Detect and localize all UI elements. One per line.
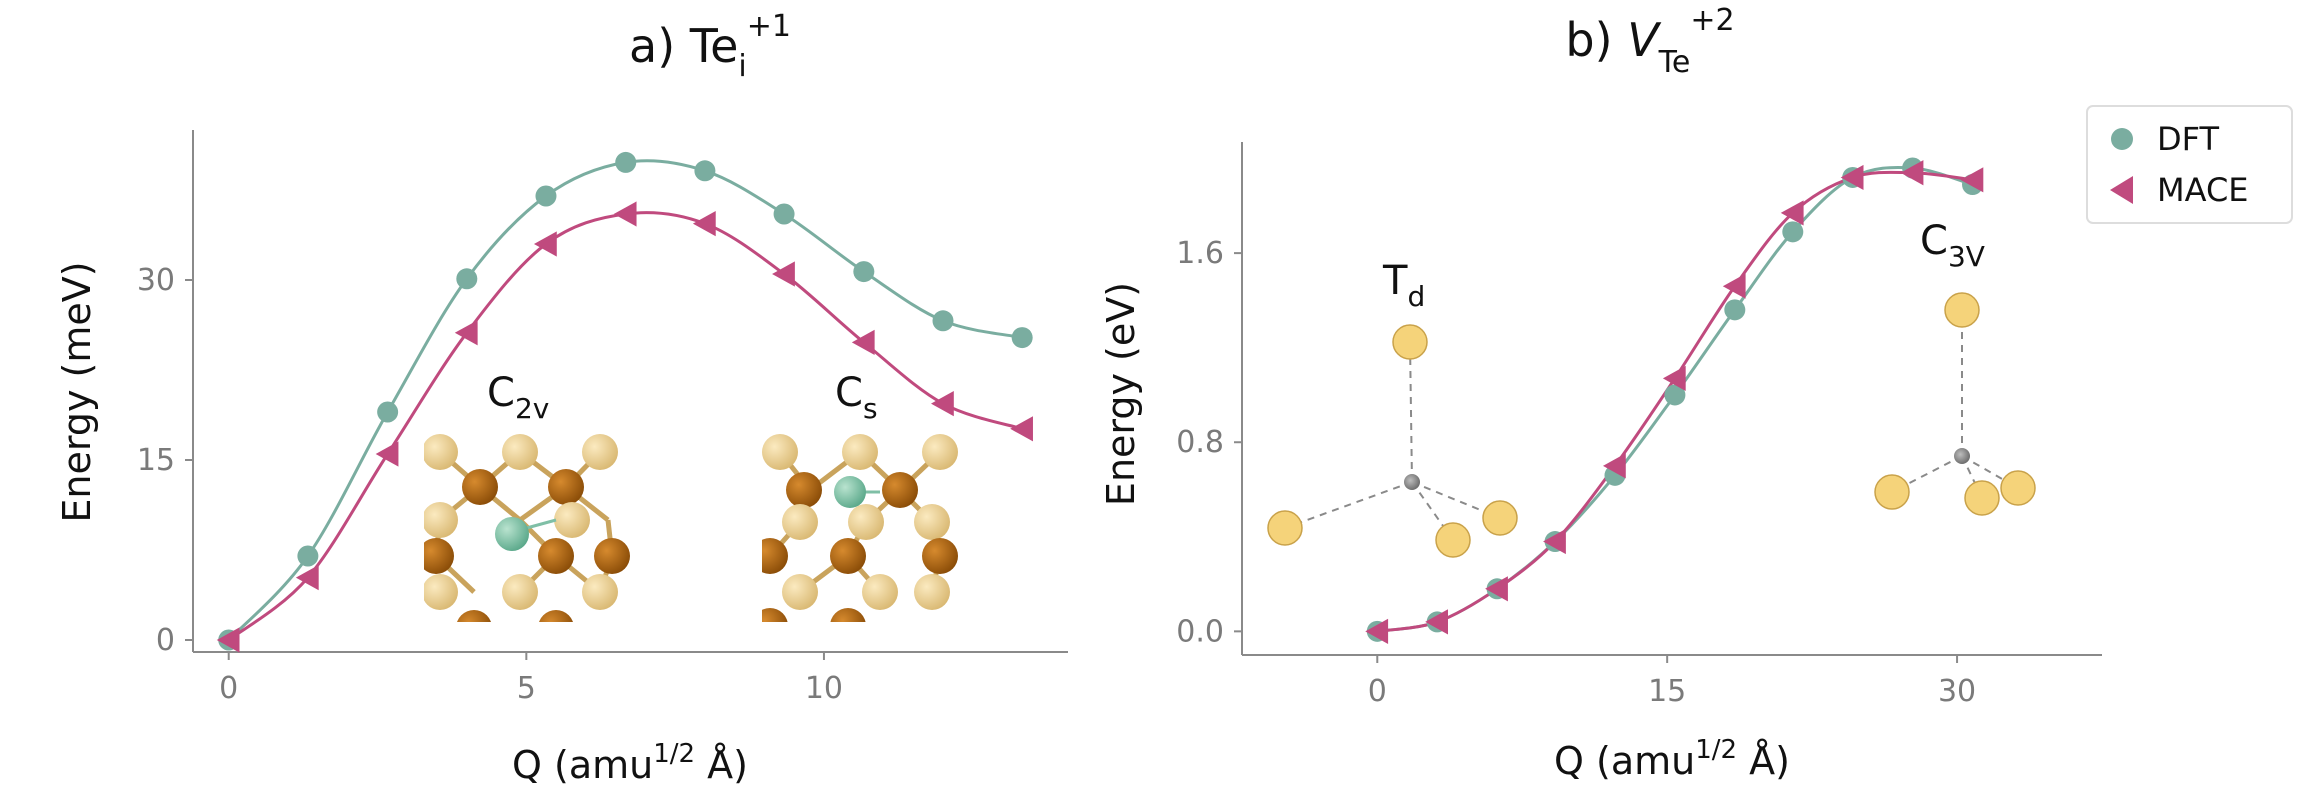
panel-b-dft-point — [1782, 221, 1804, 243]
panel-a-dft-point — [932, 310, 954, 332]
c2v-structure-image — [424, 434, 630, 622]
panel-a-dft-point — [773, 203, 795, 225]
panel-b-ytick-label: 0.8 — [1176, 425, 1224, 460]
panel-a-curves — [227, 159, 1023, 642]
panel-b-mace-point — [1840, 164, 1864, 191]
legend-dft-marker — [2111, 128, 2133, 150]
panel-b-mace-point — [1662, 365, 1686, 392]
panel-b-mace-point — [1485, 576, 1508, 602]
panel-b-td-label: Td — [1382, 258, 1425, 313]
panel-b-mace-point — [1900, 160, 1924, 186]
panel-b-dft-point — [1664, 384, 1686, 406]
panel-a-mace-point — [454, 320, 478, 346]
panel-a-ytick-label: 30 — [137, 263, 175, 298]
panel-b-xtick-label: 15 — [1648, 674, 1686, 709]
panel-a-xtick-label: 0 — [219, 671, 238, 706]
panel-b-ticks: 0 15 30 0.0 0.8 1.6 — [1176, 236, 1976, 709]
panel-a-dft-point — [535, 185, 557, 207]
panel-a-mace-point — [1010, 416, 1033, 442]
panel-a-cs-label: Cs — [835, 370, 878, 425]
panel-a-mace-point — [533, 231, 557, 257]
panel-a-points — [216, 151, 1033, 653]
panel-a: a) Tei+1 0 5 10 0 15 30 Q (amu1/2 Å) Energy (… — [55, 9, 1068, 787]
td-geometry-image — [1267, 324, 1518, 558]
panel-b-mace-point — [1543, 528, 1566, 555]
cs-structure-image — [762, 434, 958, 622]
panel-a-dft-point — [1011, 327, 1033, 349]
panel-b-xlabel: Q (amu1/2 Å) — [1554, 735, 1790, 783]
panel-a-mace-point — [931, 391, 954, 417]
panel-b-xtick-label: 0 — [1368, 674, 1387, 709]
legend-dft-label: DFT — [2157, 120, 2219, 158]
panel-a-mace-point — [851, 329, 875, 355]
panel-a-mace-point — [375, 441, 399, 467]
panel-b-ylabel: Energy (eV) — [1099, 282, 1143, 506]
panel-b-points — [1365, 157, 1984, 644]
legend-entry-mace: MACE — [2110, 171, 2249, 209]
legend: DFT MACE — [2086, 105, 2293, 224]
legend-entry-dft: DFT — [2111, 120, 2219, 158]
legend-mace-marker — [2110, 176, 2133, 204]
panel-b: b) VTe+2 0 15 30 0.0 0.8 1.6 Td C3V — [1099, 3, 2102, 783]
panel-b-ytick-label: 1.6 — [1176, 236, 1224, 271]
panel-a-mace-point — [772, 261, 795, 287]
panel-a-xtick-label: 10 — [805, 671, 843, 706]
panel-a-xtick-label: 5 — [517, 671, 536, 706]
panel-a-title: a) Tei+1 — [629, 9, 791, 84]
panel-b-dft-point — [1724, 299, 1746, 321]
panel-a-ytick-label: 15 — [137, 443, 175, 478]
panel-b-mace-point — [1960, 167, 1984, 193]
panel-a-mace-point — [216, 627, 240, 653]
panel-a-dft-point — [694, 160, 716, 182]
panel-a-c2v-label: C2v — [487, 370, 549, 425]
panel-a-ticks: 0 5 10 0 15 30 — [137, 263, 843, 706]
panel-a-xlabel: Q (amu1/2 Å) — [512, 739, 748, 787]
panel-a-mace-point — [295, 565, 319, 591]
panel-b-mace-point — [1722, 273, 1746, 299]
panel-a-ylabel: Energy (meV) — [55, 261, 99, 522]
panel-a-mace-point — [613, 201, 637, 227]
c3v-geometry-image — [1874, 292, 2036, 516]
panel-b-xtick-label: 30 — [1938, 674, 1976, 709]
panel-a-dft-point — [853, 261, 875, 283]
panel-a-dft-point — [377, 401, 399, 423]
legend-box — [2086, 105, 2293, 224]
panel-b-title: b) VTe+2 — [1565, 3, 1734, 80]
panel-a-ytick-label: 0 — [156, 623, 175, 658]
panel-b-c3v-label: C3V — [1920, 218, 1985, 273]
panel-a-mace-curve — [227, 211, 1023, 642]
panel-a-dft-point — [297, 545, 319, 567]
panel-b-mace-point — [1365, 618, 1389, 644]
panel-b-ytick-label: 0.0 — [1176, 614, 1224, 649]
panel-b-mace-point — [1602, 453, 1626, 479]
panel-b-mace-point — [1425, 609, 1448, 635]
legend-mace-label: MACE — [2157, 171, 2249, 209]
panel-b-mace-point — [1780, 200, 1804, 226]
panel-a-dft-curve — [227, 159, 1023, 642]
panel-a-dft-point — [615, 151, 637, 173]
panel-a-dft-point — [456, 268, 478, 290]
panel-a-mace-point — [692, 211, 716, 237]
